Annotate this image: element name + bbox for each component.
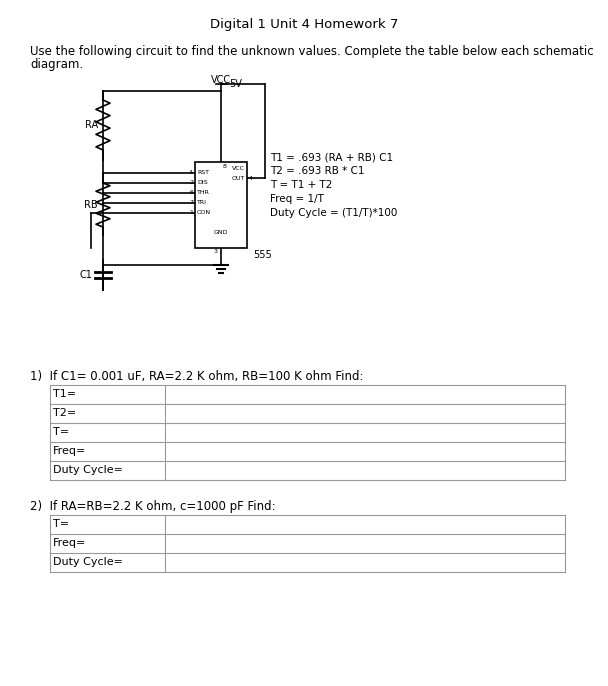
Text: RST: RST (197, 171, 209, 176)
Text: VCC: VCC (232, 165, 245, 171)
Text: VCC: VCC (211, 75, 231, 85)
Text: RA: RA (85, 120, 98, 130)
Text: 6: 6 (189, 191, 193, 196)
Text: DIS: DIS (197, 180, 207, 185)
Text: diagram.: diagram. (30, 58, 83, 71)
Text: 3: 3 (214, 249, 218, 254)
Text: OUT: OUT (232, 176, 245, 180)
Text: 7: 7 (189, 200, 193, 206)
Text: 2: 2 (189, 180, 193, 185)
Text: THR: THR (197, 191, 210, 196)
Text: 8: 8 (223, 164, 227, 169)
Text: Digital 1 Unit 4 Homework 7: Digital 1 Unit 4 Homework 7 (210, 18, 398, 31)
Text: 2)  If RA=RB=2.2 K ohm, c=1000 pF Find:: 2) If RA=RB=2.2 K ohm, c=1000 pF Find: (30, 500, 275, 513)
Text: Duty Cycle=: Duty Cycle= (53, 557, 123, 567)
Text: Duty Cycle=: Duty Cycle= (53, 465, 123, 475)
Text: Freq = 1/T: Freq = 1/T (270, 194, 324, 204)
Bar (195, 162, 247, 248)
Text: Use the following circuit to find the unknown values. Complete the table below e: Use the following circuit to find the un… (30, 45, 593, 58)
Text: 555: 555 (253, 250, 272, 260)
Text: T=: T= (53, 427, 69, 437)
Text: 4: 4 (189, 171, 193, 176)
Text: CON: CON (197, 211, 211, 215)
Text: 1: 1 (189, 211, 193, 215)
Text: T1=: T1= (53, 389, 76, 399)
Text: TRI: TRI (197, 200, 207, 206)
Text: 4: 4 (249, 176, 253, 180)
Text: Duty Cycle = (T1/T)*100: Duty Cycle = (T1/T)*100 (270, 208, 398, 218)
Text: T2=: T2= (53, 408, 76, 418)
Text: Freq=: Freq= (53, 538, 86, 548)
Text: 5V: 5V (229, 79, 242, 89)
Text: C1: C1 (79, 270, 92, 280)
Text: 1)  If C1= 0.001 uF, RA=2.2 K ohm, RB=100 K ohm Find:: 1) If C1= 0.001 uF, RA=2.2 K ohm, RB=100… (30, 370, 364, 383)
Text: GND: GND (214, 230, 228, 235)
Text: T = T1 + T2: T = T1 + T2 (270, 180, 333, 190)
Text: T=: T= (53, 519, 69, 529)
Text: RB: RB (85, 200, 98, 210)
Text: T1 = .693 (RA + RB) C1: T1 = .693 (RA + RB) C1 (270, 152, 393, 162)
Text: T2 = .693 RB * C1: T2 = .693 RB * C1 (270, 166, 365, 176)
Text: Freq=: Freq= (53, 446, 86, 456)
